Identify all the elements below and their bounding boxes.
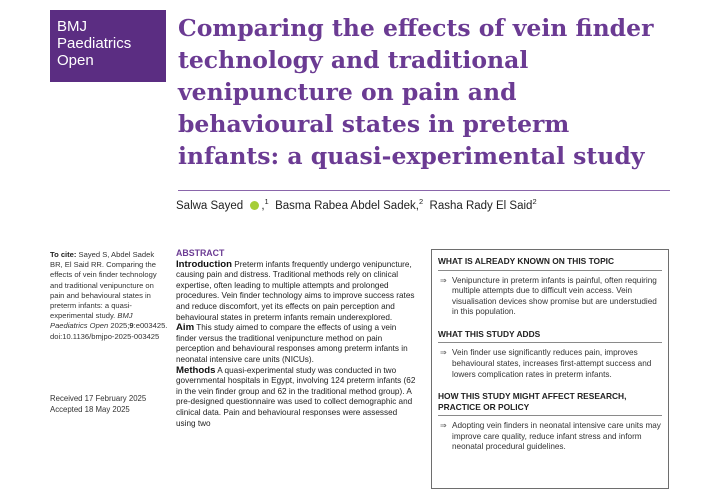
summary-heading: WHAT THIS STUDY ADDS	[438, 323, 662, 344]
arrow-icon: ⇒	[440, 421, 447, 431]
citation-block: To cite: Sayed S, Abdel Sadek BR, El Sai…	[50, 250, 168, 342]
summary-item: ⇒ Adopting vein finders in neonatal inten…	[438, 416, 662, 458]
arrow-icon: ⇒	[440, 275, 447, 285]
summary-item-text: Adopting vein finders in neonatal intens…	[452, 421, 661, 452]
journal-logo-line: Paediatrics	[57, 35, 132, 52]
abstract-heading: ABSTRACT	[176, 248, 225, 258]
abstract-introduction: Introduction Preterm infants frequently …	[176, 258, 416, 324]
summary-item-text: Venipuncture in preterm infants is painf…	[452, 275, 657, 317]
article-title: Comparing the effects of vein finder tec…	[178, 14, 654, 170]
summary-heading: HOW THIS STUDY MIGHT AFFECT RESEARCH, PR…	[438, 385, 662, 417]
summary-item-text: Vein finder use significantly reduces pa…	[452, 348, 652, 379]
affiliation-marker: 2	[532, 197, 537, 207]
affiliation-marker: 1	[264, 197, 269, 207]
accepted-date: Accepted 18 May 2025	[50, 405, 130, 414]
received-date: Received 17 February 2025	[50, 394, 147, 403]
citation-label: To cite:	[50, 250, 77, 259]
title-divider	[178, 190, 670, 191]
journal-logo: BMJ Paediatrics Open	[50, 10, 166, 82]
abstract: ABSTRACT Introduction Preterm infants fr…	[176, 248, 416, 429]
citation-year: 2025;	[108, 321, 130, 331]
journal-logo-line: BMJ	[57, 18, 87, 35]
affiliation-marker: 2	[418, 197, 424, 207]
author-name[interactable]: Basma Rabea Abdel Sadek	[275, 200, 416, 212]
author-separator: ,	[415, 200, 419, 212]
summary-item: ⇒ Vein finder use significantly reduces p…	[438, 343, 662, 385]
abstract-methods: Methods A quasi-experimental study was c…	[176, 364, 416, 430]
abstract-aim: Aim This study aimed to compare the effe…	[176, 322, 416, 365]
methods-heading: Methods	[176, 364, 216, 376]
methods-text: A quasi-experimental study was conducted…	[176, 365, 416, 428]
arrow-icon: ⇒	[440, 348, 447, 358]
aim-heading: Aim	[176, 322, 195, 334]
aim-text: This study aimed to compare the effects …	[176, 323, 408, 364]
author-name[interactable]: Rasha Rady El Said	[429, 200, 533, 212]
summary-heading: WHAT IS ALREADY KNOWN ON THIS TOPIC	[438, 250, 662, 271]
orcid-icon[interactable]	[250, 201, 260, 210]
summary-item: ⇒ Venipuncture in preterm infants is pain…	[438, 271, 662, 323]
citation-text: Sayed S, Abdel Sadek BR, El Said RR. Com…	[50, 250, 157, 321]
article-dates: Received 17 February 2025 Accepted 18 Ma…	[50, 393, 170, 415]
author-name[interactable]: Salwa Sayed	[176, 200, 244, 212]
introduction-heading: Introduction	[176, 258, 232, 270]
author-list: Salwa Sayed ,1 Basma Rabea Abdel Sadek,2…	[176, 197, 537, 212]
citation-doi[interactable]: :e003425. doi:10.1136/bmjpo-2025-003425	[50, 321, 168, 341]
author-separator: ,	[261, 200, 265, 212]
citation-volume: 9	[129, 321, 134, 331]
introduction-text: Preterm infants frequently undergo venip…	[176, 259, 415, 322]
journal-logo-line: Open	[57, 52, 94, 69]
summary-box: WHAT IS ALREADY KNOWN ON THIS TOPIC ⇒ Ven…	[431, 249, 669, 489]
citation-journal: BMJ Paediatrics Open	[50, 311, 133, 331]
